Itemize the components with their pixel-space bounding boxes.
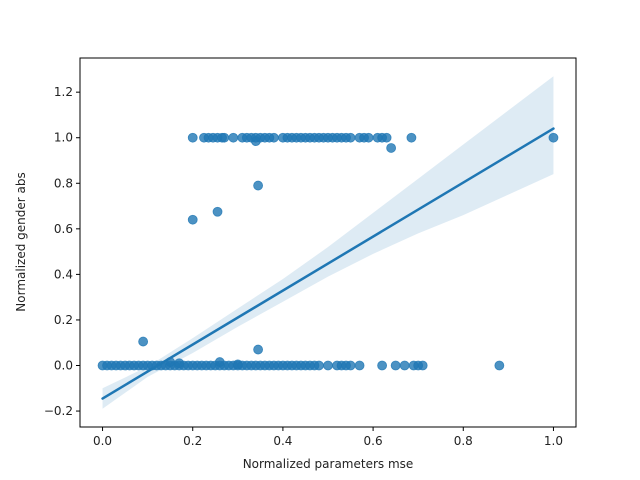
y-tick-label: 0.6 <box>54 222 73 236</box>
data-point <box>187 132 198 143</box>
regression-line-layer <box>101 127 555 400</box>
data-point <box>138 336 149 347</box>
data-point <box>253 180 264 191</box>
plot-frame <box>79 57 577 428</box>
data-point <box>250 136 261 147</box>
data-point <box>386 143 397 153</box>
y-tick-label: −0.2 <box>44 404 73 418</box>
points-layer <box>97 132 559 371</box>
data-point <box>390 360 401 371</box>
data-point <box>354 360 365 371</box>
x-tick-label: 1.0 <box>544 434 563 448</box>
data-point <box>323 360 333 371</box>
x-tick-label: 0.8 <box>454 434 473 448</box>
data-point <box>345 360 356 371</box>
y-ticks: −0.2 0.0 0.2 0.4 0.6 0.8 1.0 1.2 <box>44 85 80 418</box>
data-point <box>219 132 230 143</box>
data-point <box>228 132 239 143</box>
data-point <box>494 360 505 371</box>
x-axis-label: Normalized parameters mse <box>243 457 414 471</box>
x-tick-label: 0.6 <box>364 434 383 448</box>
y-tick-label: 0.4 <box>54 267 73 281</box>
data-point <box>363 132 374 143</box>
data-point <box>345 132 356 143</box>
data-point <box>381 132 392 143</box>
y-tick-label: 0.8 <box>54 176 73 190</box>
data-point <box>214 357 225 367</box>
confidence-band <box>102 76 554 409</box>
y-tick-label: 0.2 <box>54 313 73 327</box>
x-tick-label: 0.4 <box>273 434 292 448</box>
data-point <box>314 360 324 371</box>
data-point <box>548 132 559 143</box>
x-ticks: 0.0 0.2 0.4 0.6 0.8 1.0 <box>93 427 563 448</box>
y-tick-label: 1.2 <box>54 85 73 99</box>
y-tick-label: 0.0 <box>54 359 73 373</box>
x-tick-label: 0.2 <box>183 434 202 448</box>
data-point <box>417 360 428 371</box>
data-point <box>377 360 388 371</box>
data-point <box>212 206 223 217</box>
data-point <box>406 132 417 143</box>
data-point <box>399 360 410 371</box>
axes-frame <box>79 57 577 428</box>
data-point <box>174 358 185 369</box>
data-point <box>187 214 198 225</box>
data-point <box>253 344 264 355</box>
confidence-band-layer <box>102 76 554 409</box>
regression-line <box>101 127 555 400</box>
data-point <box>268 132 279 143</box>
y-tick-label: 1.0 <box>54 131 73 145</box>
data-point <box>232 359 243 370</box>
y-axis-label: Normalized gender abs <box>14 172 28 311</box>
x-tick-label: 0.0 <box>93 434 112 448</box>
